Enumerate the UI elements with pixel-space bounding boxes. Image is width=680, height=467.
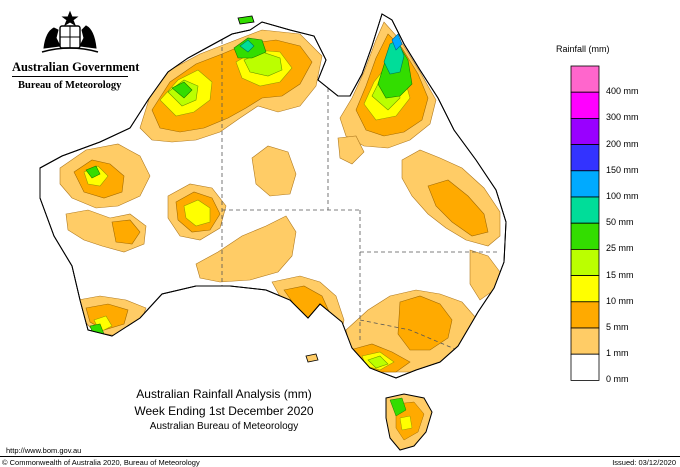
legend-label: 25 mm (606, 243, 634, 254)
legend-label: 400 mm (606, 86, 639, 97)
legend-label: 1 mm (606, 348, 629, 359)
copyright-notice: © Commonwealth of Australia 2020, Bureau… (2, 458, 200, 467)
legend-label: 10 mm (606, 295, 634, 306)
region-vic-15mm (367, 355, 389, 369)
coat-of-arms-icon (41, 10, 99, 53)
legend-swatch (570, 65, 600, 93)
tasmania-25mm (389, 397, 407, 417)
legend-title: Rainfall (mm) (556, 44, 610, 54)
legend-label: 50 mm (606, 217, 634, 228)
legend-swatch (570, 196, 600, 224)
region-nsw-5mm (397, 295, 453, 351)
melville-island (237, 15, 255, 25)
footer-divider (0, 456, 680, 457)
legend-label: 15 mm (606, 269, 634, 280)
region-sa-north-1mm (195, 215, 297, 283)
region-cape-york-100mm (391, 33, 403, 51)
legend-swatch (570, 301, 600, 329)
tasmania-10mm (399, 415, 413, 431)
legend-label: 150 mm (606, 164, 639, 175)
legend-swatch (570, 275, 600, 303)
region-nt-central-1mm (251, 145, 297, 197)
map-title: Australian Rainfall Analysis (mm) (136, 387, 312, 401)
header-divider (12, 76, 128, 77)
legend-swatch (570, 327, 600, 355)
legend-label: 100 mm (606, 191, 639, 201)
region-top-end-50mm (239, 39, 255, 53)
agency-title: Bureau of Meteorology (18, 80, 122, 91)
issued-date: Issued: 03/12/2020 (612, 458, 676, 467)
region-central-wa-10mm (183, 199, 211, 227)
legend-label: 5 mm (606, 322, 629, 332)
region-kimberley-25mm (171, 81, 193, 99)
legend-swatch (570, 248, 600, 276)
legend-colour-scale (570, 65, 600, 381)
legend-swatch (570, 170, 600, 198)
legend-swatch (570, 353, 600, 381)
map-source: Australian Bureau of Meteorology (149, 421, 299, 432)
government-title: Australian Government (12, 60, 140, 74)
region-pilbara-25mm (85, 165, 101, 179)
legend-label: 200 mm (606, 138, 639, 149)
legend-label: 300 mm (606, 112, 639, 123)
legend-swatch (570, 118, 600, 146)
website-url[interactable]: http://www.bom.gov.au (6, 446, 82, 455)
region-cape-york-50mm (383, 39, 405, 75)
region-nt-east-1mm (337, 135, 365, 165)
legend-swatch (570, 91, 600, 119)
legend-swatch (570, 222, 600, 250)
border-nsw-vic (359, 319, 463, 353)
region-qld-east-5mm (427, 179, 489, 237)
legend-swatch (570, 144, 600, 172)
kangaroo-island (305, 353, 319, 363)
map-period: Week Ending 1st December 2020 (134, 404, 314, 418)
region-wa-south-5mm (111, 219, 141, 245)
mainland-coastline (39, 13, 507, 379)
legend-label: 0 mm (606, 374, 629, 385)
tasmania (385, 393, 433, 451)
rainfall-shading (59, 21, 501, 373)
